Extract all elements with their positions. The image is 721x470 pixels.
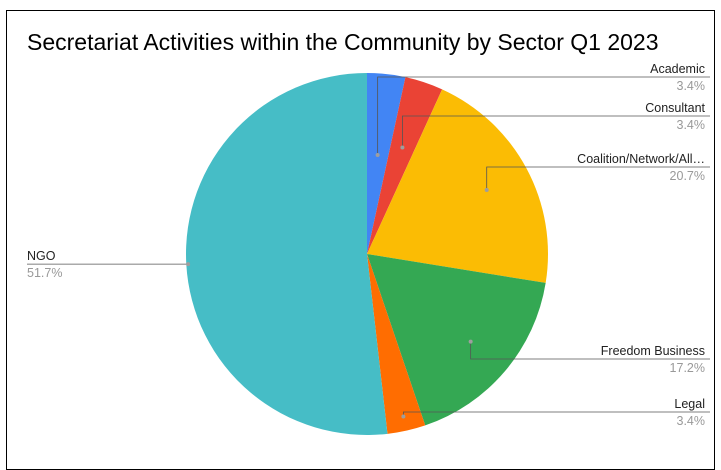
leader-dot-freedom-business bbox=[468, 339, 473, 344]
slice-value-coalition-network-all: 20.7% bbox=[670, 169, 705, 183]
chart-title: Secretariat Activities within the Commun… bbox=[27, 29, 659, 55]
leader-lines bbox=[27, 76, 710, 419]
slice-label-consultant: Consultant bbox=[645, 101, 705, 115]
leader-line-freedom-business bbox=[470, 341, 710, 360]
slice-value-consultant: 3.4% bbox=[677, 118, 706, 132]
leader-dot-ngo bbox=[186, 262, 191, 267]
slice-value-freedom-business: 17.2% bbox=[670, 361, 705, 375]
slice-label-ngo: NGO bbox=[27, 249, 56, 263]
pie-slice-ngo bbox=[186, 73, 388, 435]
pie-slice-coalition-network-all bbox=[367, 89, 548, 283]
leader-line-consultant bbox=[402, 115, 710, 148]
leader-dot-legal bbox=[401, 414, 406, 419]
leader-line-academic bbox=[377, 76, 710, 156]
leader-line-coalition-network-all bbox=[486, 166, 710, 190]
slice-label-legal: Legal bbox=[674, 397, 705, 411]
leader-dot-academic bbox=[375, 153, 380, 158]
leader-dot-consultant bbox=[400, 145, 405, 150]
slice-label-freedom-business: Freedom Business bbox=[601, 344, 705, 358]
slice-value-ngo: 51.7% bbox=[27, 266, 62, 280]
slice-value-legal: 3.4% bbox=[677, 414, 706, 428]
leader-dot-coalition-network-all bbox=[484, 187, 489, 192]
pie-slice-consultant bbox=[367, 77, 443, 254]
slice-labels: Academic 3.4% Consultant 3.4% Coalition/Netw… bbox=[27, 62, 706, 428]
slice-value-academic: 3.4% bbox=[677, 79, 706, 93]
pie-slice-academic bbox=[367, 73, 406, 254]
pie-slice-freedom-business bbox=[367, 254, 546, 426]
pie-slice-legal bbox=[367, 254, 426, 434]
pie-slices bbox=[186, 73, 548, 435]
slice-label-coalition-network-all: Coalition/Network/All… bbox=[577, 152, 705, 166]
pie-chart: Academic 3.4% Consultant 3.4% Coalition/Netw… bbox=[27, 62, 710, 435]
slice-label-academic: Academic bbox=[650, 62, 705, 76]
